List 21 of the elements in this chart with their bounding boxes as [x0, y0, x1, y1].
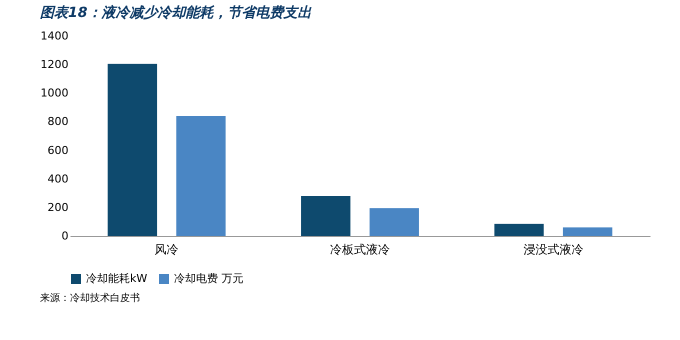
y-tick-label: 1000 — [40, 86, 68, 100]
x-tick-label: 浸没式液冷 — [523, 242, 584, 256]
bar — [108, 64, 158, 236]
y-tick-label: 0 — [62, 230, 68, 242]
chart-title: 图表18：液冷减少冷却能耗，节省电费支出 — [40, 4, 312, 21]
y-tick-label: 1400 — [40, 30, 68, 42]
source-note: 来源：冷却技术白皮书 — [40, 292, 140, 304]
bar — [370, 208, 419, 236]
y-tick-label: 600 — [48, 144, 68, 157]
y-tick-label: 1200 — [40, 58, 68, 72]
y-tick-label: 400 — [48, 172, 68, 186]
y-tick-label: 800 — [48, 115, 68, 128]
bar — [301, 196, 350, 236]
bar — [494, 224, 544, 236]
bar — [562, 227, 612, 236]
y-tick-label: 200 — [48, 200, 68, 214]
legend-label: 冷却能耗kW — [86, 272, 148, 285]
legend-label: 冷却电费 万元 — [174, 272, 244, 285]
x-tick-label: 冷板式液冷 — [330, 242, 390, 256]
x-tick-label: 风冷 — [154, 242, 179, 256]
bar — [176, 116, 226, 236]
